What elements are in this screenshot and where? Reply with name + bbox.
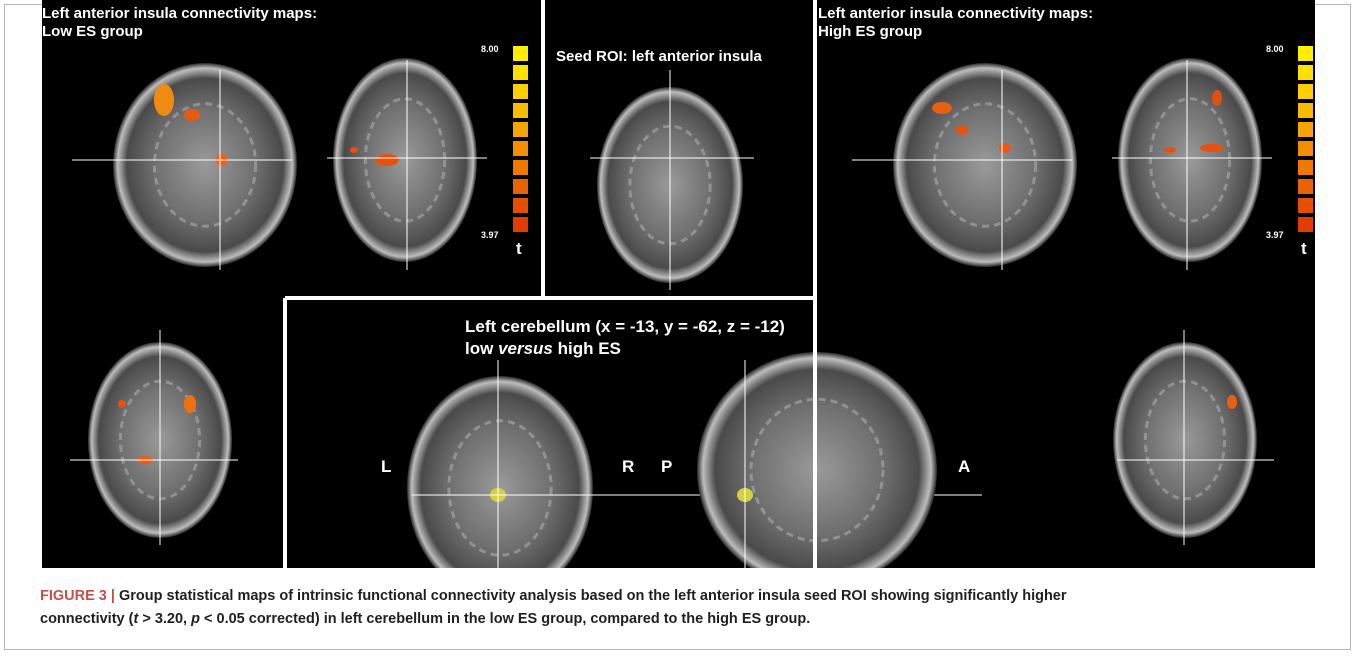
color-swatch: [1298, 65, 1313, 80]
orientation-label: L: [381, 458, 391, 476]
figure-image: [42, 0, 1315, 568]
caption-text: p: [191, 611, 200, 627]
brain-slice: [333, 58, 477, 262]
activation: [350, 147, 358, 153]
figure-label: FIGURE 3 |: [40, 588, 115, 604]
activation: [184, 395, 196, 413]
scale-max: 8.00: [481, 40, 499, 58]
scale-unit: t: [1301, 240, 1307, 258]
activation: [999, 143, 1011, 153]
color-swatch: [1298, 217, 1313, 232]
caption-text: Group statistical maps of intrinsic func…: [115, 588, 1067, 604]
caption: FIGURE 3 | Group statistical maps of int…: [40, 585, 1330, 631]
scale-min: 3.97: [1266, 226, 1284, 244]
activation: [375, 154, 399, 166]
brain-slice: [1118, 58, 1262, 262]
caption-text: > 3.20,: [138, 611, 191, 627]
color-swatch: [513, 122, 528, 137]
panel-title: Low ES group: [42, 23, 143, 41]
brain-slice: [893, 63, 1077, 267]
panel-title: High ES group: [818, 23, 922, 41]
color-swatch: [1298, 84, 1313, 99]
color-swatch: [513, 217, 528, 232]
text: high ES: [553, 339, 621, 358]
color-swatch: [1298, 141, 1313, 156]
activation: [184, 109, 200, 121]
activation: [154, 84, 174, 116]
caption-text: < 0.05 corrected) in left cerebellum in …: [200, 611, 810, 627]
color-swatch: [1298, 122, 1313, 137]
panel-title: low versus high ES: [465, 340, 621, 358]
orientation-label: A: [958, 458, 970, 476]
color-swatch: [513, 179, 528, 194]
color-swatch: [1298, 103, 1313, 118]
panel-title: Left anterior insula connectivity maps:: [42, 5, 317, 23]
activation: [1200, 144, 1224, 152]
scale-min: 3.97: [481, 226, 499, 244]
color-swatch: [513, 103, 528, 118]
scale-max: 8.00: [1266, 40, 1284, 58]
brain-slice: [1113, 342, 1257, 538]
activation: [1164, 147, 1176, 153]
color-swatch: [513, 141, 528, 156]
activation: [1227, 395, 1237, 409]
scale-unit: t: [516, 240, 522, 258]
color-swatch: [1298, 179, 1313, 194]
color-swatch: [513, 84, 528, 99]
page: Left anterior insula connectivity maps: …: [0, 0, 1357, 656]
color-swatch: [1298, 160, 1313, 175]
color-swatch: [513, 46, 528, 61]
color-swatch: [513, 65, 528, 80]
text: versus: [498, 339, 553, 358]
activation: [118, 400, 126, 408]
activation: [956, 125, 968, 135]
panel-title: Left cerebellum (x = -13, y = -62, z = -…: [465, 318, 785, 336]
text: low: [465, 339, 498, 358]
activation: [1212, 90, 1222, 106]
panel-title: Seed ROI: left anterior insula: [556, 48, 762, 66]
color-swatch: [513, 198, 528, 213]
activation: [932, 102, 952, 114]
caption-text: connectivity (: [40, 611, 133, 627]
color-swatch: [513, 160, 528, 175]
color-swatch: [1298, 46, 1313, 61]
panel-title: Left anterior insula connectivity maps:: [818, 5, 1093, 23]
orientation-label: P: [661, 458, 672, 476]
orientation-label: R: [622, 458, 634, 476]
brain-slice: [113, 63, 297, 267]
color-swatch: [1298, 198, 1313, 213]
